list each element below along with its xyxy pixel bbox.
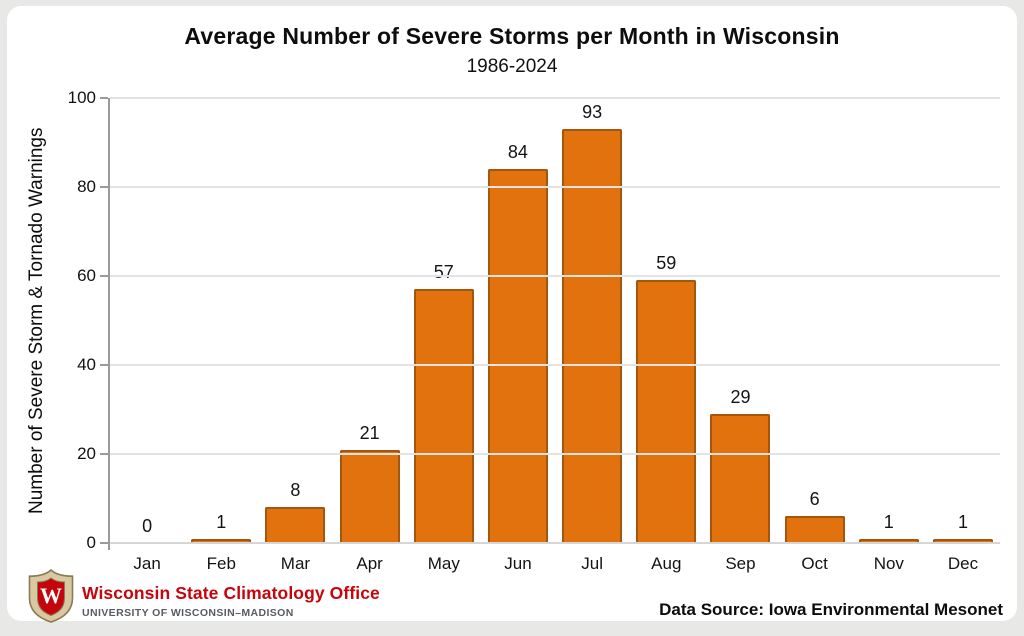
y-tick-label: 100 [67,88,96,107]
bar-column-feb: 1 Feb [184,98,258,573]
x-tick-label: Feb [206,554,236,573]
bar-column-jul: 93 Jul [555,98,629,573]
bar-feb [191,538,252,543]
bar-column-apr: 21 Apr [333,98,407,573]
bar-column-oct: 6 Oct [778,98,852,573]
y-tick-mark [100,186,108,188]
bar-dec [932,538,993,543]
bar-value-label: 0 [142,516,153,536]
data-source-credit: Data Source: Iowa Environmental Mesonet [659,600,1003,619]
bar-mar [265,507,326,543]
gridline-60 [110,275,1000,277]
bar-value-label: 6 [809,489,820,510]
y-tick-mark [100,453,108,455]
gridline-100 [110,97,1000,99]
x-tick-label: Oct [801,554,828,573]
bar-value-label: 84 [507,142,528,163]
gridline-20 [110,453,1000,455]
y-tick-mark [100,275,108,277]
bar-oct [784,516,845,543]
bar-may [413,289,474,543]
bar-nov [858,538,919,543]
uw-madison-crest-icon: W [28,569,74,623]
gridline-0 [110,542,1000,544]
bar-column-may: 57 May [407,98,481,573]
x-tick-label: Aug [651,554,682,573]
bar-jun [487,169,548,543]
bar-column-jun: 84 Jun [481,98,555,573]
x-tick-label: Sep [725,554,756,573]
x-tick-label: Dec [947,554,979,573]
y-axis-line [108,98,110,550]
x-tick-label: Apr [356,554,383,573]
svg-text:W: W [40,583,62,608]
y-axis-title: Number of Severe Storm & Tornado Warning… [26,127,47,514]
plot-area: 0 Jan 1 Feb 8 Mar 21 Apr 57 May 84 Jun 93 Jul 59 Aug 29 S… [68,89,1000,573]
wisconsin-climatology-logo: W Wisconsin State Climatology Office UNI… [28,569,380,623]
bar-column-mar: 8 Mar [258,98,332,573]
x-tick-label: Mar [280,554,311,573]
bar-value-label: 1 [957,511,968,532]
bar-apr [339,449,400,543]
bar-aug [636,280,697,543]
bar-value-label: 59 [656,253,677,274]
y-tick-mark [100,97,108,99]
bar-column-jan: 0 Jan [110,98,184,573]
org-name: Wisconsin State Climatology Office [82,583,380,603]
y-tick-label: 20 [77,444,96,463]
bar-value-label: 1 [216,511,227,532]
x-tick-label: Jan [133,554,161,573]
bar-sep [710,413,771,543]
bar-column-aug: 59 Aug [629,98,703,573]
bar-jul [562,129,623,543]
bar-value-label: 21 [359,422,380,443]
x-tick-label: Jul [581,554,603,573]
bar-column-dec: 1 Dec [926,98,1000,573]
bar-column-nov: 1 Nov [852,98,926,573]
bar-value-label: 1 [883,511,894,532]
gridline-40 [110,364,1000,366]
bar-value-label: 93 [582,102,603,123]
org-sub: UNIVERSITY OF WISCONSIN–MADISON [82,607,294,619]
y-tick-mark [100,542,108,544]
logo-text: Wisconsin State Climatology Office UNIVE… [82,569,380,619]
chart-subtitle: 1986-2024 [466,56,558,77]
y-tick-mark [100,364,108,366]
bar-value-label: 8 [290,480,301,501]
gridline-80 [110,186,1000,188]
bar-value-label: 57 [433,262,454,283]
y-tick-label: 80 [77,177,96,196]
y-tick-label: 0 [86,533,96,552]
chart-title: Average Number of Severe Storms per Mont… [184,23,840,49]
bar-columns: 0 Jan 1 Feb 8 Mar 21 Apr 57 May 84 Jun 93 Jul 59 Aug 29 S… [110,98,1000,573]
y-tick-label: 60 [77,266,96,285]
x-tick-label: Nov [873,554,904,573]
x-tick-label: May [427,554,460,573]
chart-card: Average Number of Severe Storms per Mont… [7,6,1017,623]
x-tick-label: Jun [504,554,532,573]
bar-column-sep: 29 Sep [703,98,777,573]
bar-value-label: 29 [730,386,751,407]
y-tick-label: 40 [77,355,96,374]
